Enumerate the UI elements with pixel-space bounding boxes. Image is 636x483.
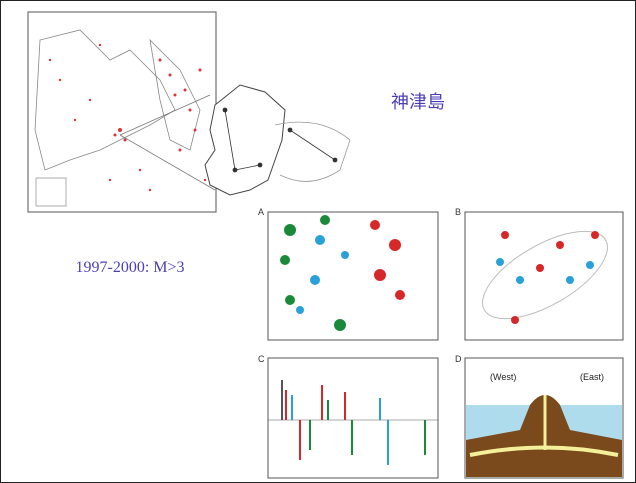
panel-label: B xyxy=(455,207,461,217)
diagram-label: (East) xyxy=(580,372,604,382)
panel-a: A xyxy=(258,207,438,340)
diagram-label: (West) xyxy=(490,372,516,382)
panel-c: C xyxy=(258,354,438,478)
panel-b: B xyxy=(455,207,623,340)
panel-label: D xyxy=(455,354,462,364)
panel-d: D (West) (East) xyxy=(455,354,623,478)
slide: 神津島 1997-2000: M>3 A B C D xyxy=(0,0,636,483)
panel-label: C xyxy=(258,354,265,364)
panel-label: A xyxy=(258,207,264,217)
caption: 1997-2000: M>3 xyxy=(75,259,184,276)
region-map xyxy=(28,12,216,212)
slide-title: 神津島 xyxy=(391,92,445,113)
